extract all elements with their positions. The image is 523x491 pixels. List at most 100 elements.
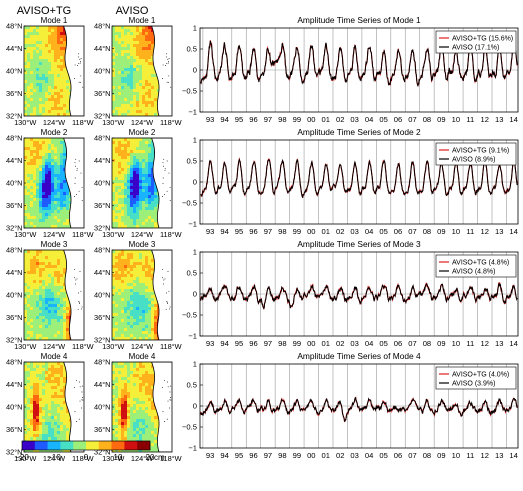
x-tick-label: 05: [379, 339, 387, 348]
chart-mode-1: Amplitude Time Series of Mode 1 93 94 95 96 9…: [182, 15, 519, 124]
y-tick-label: −1: [188, 332, 197, 341]
lon-tick-label: 124°W: [131, 342, 153, 351]
lon-tick-label: 124°W: [43, 342, 65, 351]
lon-tick-label: 118°W: [72, 454, 94, 463]
lat-tick-label: 48°N: [94, 358, 111, 367]
x-tick-label: 99: [293, 115, 301, 124]
lat-tick-label: 40°N: [6, 291, 23, 300]
x-tick-label: 14: [509, 115, 517, 124]
legend: AVISO+TG (4.0%) AVISO (3.9%): [435, 366, 517, 390]
lon-tick-label: 130°W: [14, 118, 36, 127]
colorbar: −20 −10 0 10 20 cm: [15, 440, 165, 462]
y-tick-label: 1: [193, 248, 197, 257]
x-tick-label: 08: [423, 339, 431, 348]
lat-tick-label: 40°N: [6, 179, 23, 188]
lat-tick-label: 36°N: [94, 425, 111, 434]
x-tick-label: 09: [437, 339, 445, 348]
lon-tick-label: 130°W: [102, 230, 124, 239]
x-tick-label: 05: [379, 227, 387, 236]
plot-frame: [199, 139, 519, 225]
lat-tick-label: 48°N: [94, 134, 111, 143]
colorbar-segment: [137, 441, 151, 450]
x-tick-label: 13: [495, 115, 503, 124]
land-mask: [63, 26, 84, 116]
plot-frame: [199, 251, 519, 337]
x-tick-label: 93: [206, 339, 214, 348]
x-tick-label: 04: [365, 115, 373, 124]
y-tick-label: 1: [193, 360, 197, 369]
lon-tick-label: 130°W: [14, 454, 36, 463]
lat-tick-label: 40°N: [94, 179, 111, 188]
land-mask: [151, 26, 172, 116]
x-tick-label: 12: [481, 115, 489, 124]
x-tick-label: 98: [278, 451, 286, 460]
land-mask: [151, 138, 172, 228]
lat-tick-label: 32°N: [94, 112, 111, 121]
series-line-aviso: [200, 396, 518, 422]
x-tick-label: 95: [235, 227, 243, 236]
x-tick-label: 99: [293, 227, 301, 236]
x-tick-label: 96: [249, 451, 257, 460]
header-aviso-tg: AVISO+TG: [17, 5, 72, 17]
lat-tick-label: 48°N: [6, 134, 23, 143]
x-tick-label: 94: [220, 227, 228, 236]
lat-tick-label: 44°N: [94, 156, 111, 165]
lat-tick-label: 48°N: [94, 22, 111, 31]
x-tick-label: 03: [350, 115, 358, 124]
x-tick-label: 03: [350, 227, 358, 236]
x-tick-label: 95: [235, 451, 243, 460]
land-mask: [63, 250, 84, 340]
x-tick-label: 00: [307, 115, 315, 124]
lon-tick-label: 130°W: [14, 342, 36, 351]
legend-entry: AVISO+TG (15.6%): [452, 36, 513, 43]
chart-title: Amplitude Time Series of Mode 4: [297, 351, 421, 361]
x-tick-label: 09: [437, 451, 445, 460]
y-tick-label: 0: [193, 402, 197, 411]
x-tick-label: 05: [379, 115, 387, 124]
land-mask: [151, 250, 172, 340]
x-tick-label: 10: [452, 339, 460, 348]
colorbar-segment: [111, 441, 125, 450]
x-tick-label: 14: [509, 451, 517, 460]
lon-tick-label: 118°W: [72, 118, 94, 127]
map-mode-label: Mode 1: [129, 16, 156, 25]
x-tick-label: 96: [249, 227, 257, 236]
x-tick-label: 03: [350, 451, 358, 460]
lat-tick-label: 32°N: [94, 336, 111, 345]
x-tick-label: 06: [394, 227, 402, 236]
x-tick-label: 06: [394, 115, 402, 124]
lon-tick-label: 124°W: [131, 118, 153, 127]
y-tick-label: 0.5: [186, 157, 197, 166]
legend-entry: AVISO (17.1%): [452, 45, 499, 52]
x-tick-label: 14: [509, 227, 517, 236]
lat-tick-label: 48°N: [94, 246, 111, 255]
y-tick-label: 0: [193, 178, 197, 187]
lat-tick-label: 36°N: [94, 313, 111, 322]
lat-tick-label: 36°N: [6, 201, 23, 210]
lat-tick-label: 48°N: [6, 358, 23, 367]
lat-tick-label: 36°N: [94, 89, 111, 98]
x-tick-label: 99: [293, 451, 301, 460]
y-tick-label: −0.5: [182, 423, 197, 432]
lon-tick-label: 118°W: [160, 342, 182, 351]
x-tick-label: 96: [249, 115, 257, 124]
land-mask: [151, 362, 172, 452]
x-tick-label: 08: [423, 451, 431, 460]
lon-tick-label: 130°W: [102, 342, 124, 351]
legend-entry: AVISO+TG (4.0%): [452, 372, 509, 379]
x-tick-label: 04: [365, 227, 373, 236]
lat-tick-label: 32°N: [6, 336, 23, 345]
lat-tick-label: 36°N: [94, 201, 111, 210]
lon-tick-label: 118°W: [72, 342, 94, 351]
x-tick-label: 13: [495, 339, 503, 348]
lat-tick-label: 48°N: [6, 22, 23, 31]
x-tick-label: 13: [495, 227, 503, 236]
x-tick-label: 94: [220, 115, 228, 124]
chart-mode-4: Amplitude Time Series of Mode 4 93 94 95 96 9…: [182, 351, 519, 460]
x-tick-label: 95: [235, 339, 243, 348]
colorbar-segment: [124, 441, 138, 450]
x-tick-label: 96: [249, 339, 257, 348]
